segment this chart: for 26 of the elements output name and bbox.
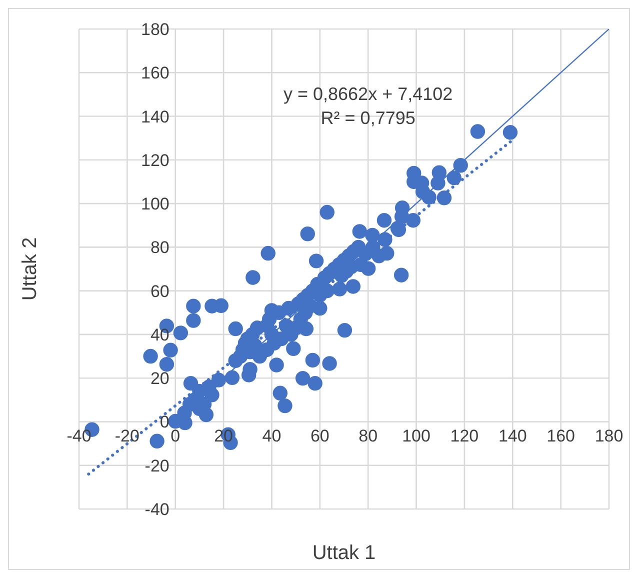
y-tick-label: 160 [140, 64, 170, 83]
y-tick-label: 140 [140, 107, 170, 126]
x-tick-label: 140 [498, 426, 527, 446]
x-tick-label: 160 [546, 426, 576, 446]
y-tick-label: 100 [140, 194, 170, 214]
y-tick-label: 80 [150, 238, 170, 258]
annotation: R² = 0,7795 [320, 108, 416, 129]
x-tick-label: 60 [310, 426, 330, 446]
y-tick-label: 20 [150, 369, 170, 388]
x-tick-label: 180 [594, 426, 624, 446]
x-tick-label: 100 [402, 426, 430, 446]
annotation: y = 0,8662x + 7,4102 [282, 84, 454, 105]
y-tick-label: 0 [160, 412, 170, 432]
y-tick-label: 120 [140, 150, 170, 170]
y-tick-label: 60 [150, 282, 170, 301]
x-axis-title: Uttak 1 [312, 542, 376, 564]
x-tick-label: -40 [66, 426, 92, 446]
x-tick-label: -20 [114, 426, 140, 446]
x-tick-label: 40 [262, 426, 282, 446]
y-tick-label: 180 [140, 20, 170, 39]
y-tick-label: -20 [144, 456, 170, 476]
x-tick-label: 120 [450, 426, 479, 446]
y-axis-title: Uttak 2 [19, 237, 42, 301]
y-tick-label: 40 [150, 325, 170, 344]
x-tick-label: 80 [358, 426, 378, 446]
y-tick-label: -40 [144, 500, 170, 519]
